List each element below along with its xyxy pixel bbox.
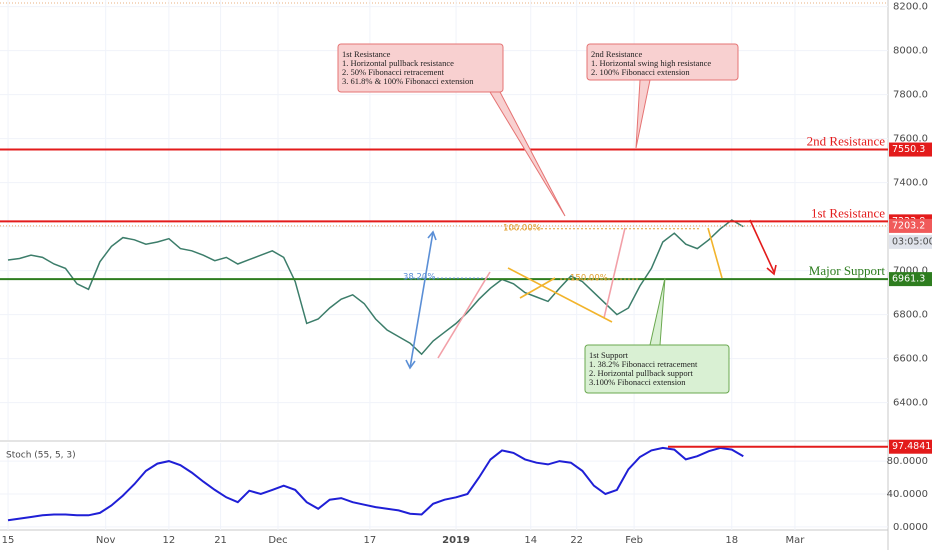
x-tick-label: 15 xyxy=(2,535,15,546)
price-tag-label: 7203.2 xyxy=(892,220,925,231)
arrow-head xyxy=(427,230,437,241)
price-tag-label: 97.4841 xyxy=(892,441,931,452)
y-tick-label: 8200.0 xyxy=(893,2,928,13)
x-tick-label: 17 xyxy=(364,535,377,546)
y-tick-label: 7800.0 xyxy=(893,90,928,101)
arrow xyxy=(749,219,775,273)
callout-text: 1. 38.2% Fibonacci retracement xyxy=(589,359,698,369)
callout-text: 1. Horizontal swing high resistance xyxy=(591,58,711,68)
arrows xyxy=(405,219,777,370)
x-tick-label: 14 xyxy=(524,535,537,546)
y-tick-label: 6800.0 xyxy=(893,310,928,321)
y-tick-label: 80.0000 xyxy=(887,456,928,467)
arrow xyxy=(409,231,434,369)
arrow xyxy=(707,227,723,279)
callout-box xyxy=(586,43,739,81)
x-tick-label: Feb xyxy=(625,535,643,546)
x-tick-label: Nov xyxy=(96,535,116,546)
price-line xyxy=(7,446,744,522)
y-tick-label: 0.0000 xyxy=(893,522,928,533)
y-tick-label: 6600.0 xyxy=(893,354,928,365)
fib-label: 38.20% xyxy=(403,273,435,283)
arrow-head xyxy=(766,264,777,276)
x-tick-label: Mar xyxy=(786,535,806,546)
callout-text: 1st Resistance xyxy=(342,49,391,59)
price-tag xyxy=(889,142,932,157)
price-tag xyxy=(889,218,932,233)
x-tick-label: 12 xyxy=(163,535,176,546)
callout-text: 2nd Resistance xyxy=(591,49,642,59)
callout-text: 2. Horizontal pullback support xyxy=(589,368,694,378)
callout-text: 2. 50% Fibonacci retracement xyxy=(342,67,445,77)
fib-label: 150.00% xyxy=(570,274,608,284)
price-tag-label: 6961.3 xyxy=(892,274,925,285)
callout-text: 2. 100% Fibonacci extension xyxy=(591,67,690,77)
level-label: 1st Resistance xyxy=(811,205,885,220)
countdown: 03:05:00 xyxy=(892,236,932,247)
price-tag xyxy=(889,272,932,287)
y-tick-label: 7400.0 xyxy=(893,178,928,189)
indicator-title: Stoch (55, 5, 3) xyxy=(6,451,76,461)
y-tick-label: 7600.0 xyxy=(893,134,928,145)
arrow xyxy=(519,277,556,299)
x-tick-label: Dec xyxy=(268,535,287,546)
x-tick-label: 18 xyxy=(725,535,738,546)
y-tick-label: 7000.0 xyxy=(893,266,928,277)
callout-text: 3. 61.8% & 100% Fibonacci extension xyxy=(342,76,474,86)
fib-label: 100.00% xyxy=(503,223,541,233)
level-label: Major Support xyxy=(809,263,886,278)
countdown-tag xyxy=(889,234,932,249)
arrow xyxy=(507,267,613,323)
callout-text: 3.100% Fibonacci extension xyxy=(589,377,686,387)
callout-box xyxy=(584,344,730,394)
price-tag xyxy=(889,439,932,454)
callout-box xyxy=(337,43,504,93)
arrow xyxy=(437,271,491,359)
callout-text: 1st Support xyxy=(589,350,629,360)
price-tag-label: 7550.3 xyxy=(892,144,925,155)
callout-text: 1. Horizontal pullback resistance xyxy=(342,58,454,68)
marks xyxy=(0,148,888,522)
y-tick-label: 6400.0 xyxy=(893,398,928,409)
arrow xyxy=(603,227,626,319)
x-tick-label: 2019 xyxy=(442,535,470,546)
y-tick-label: 8000.0 xyxy=(893,46,928,57)
x-tick-label: 21 xyxy=(214,535,227,546)
y-tick-label: 40.0000 xyxy=(887,489,928,500)
x-tick-label: 22 xyxy=(570,535,583,546)
price-line xyxy=(7,219,744,356)
level-label: 2nd Resistance xyxy=(807,134,886,149)
arrow-head xyxy=(405,359,416,370)
